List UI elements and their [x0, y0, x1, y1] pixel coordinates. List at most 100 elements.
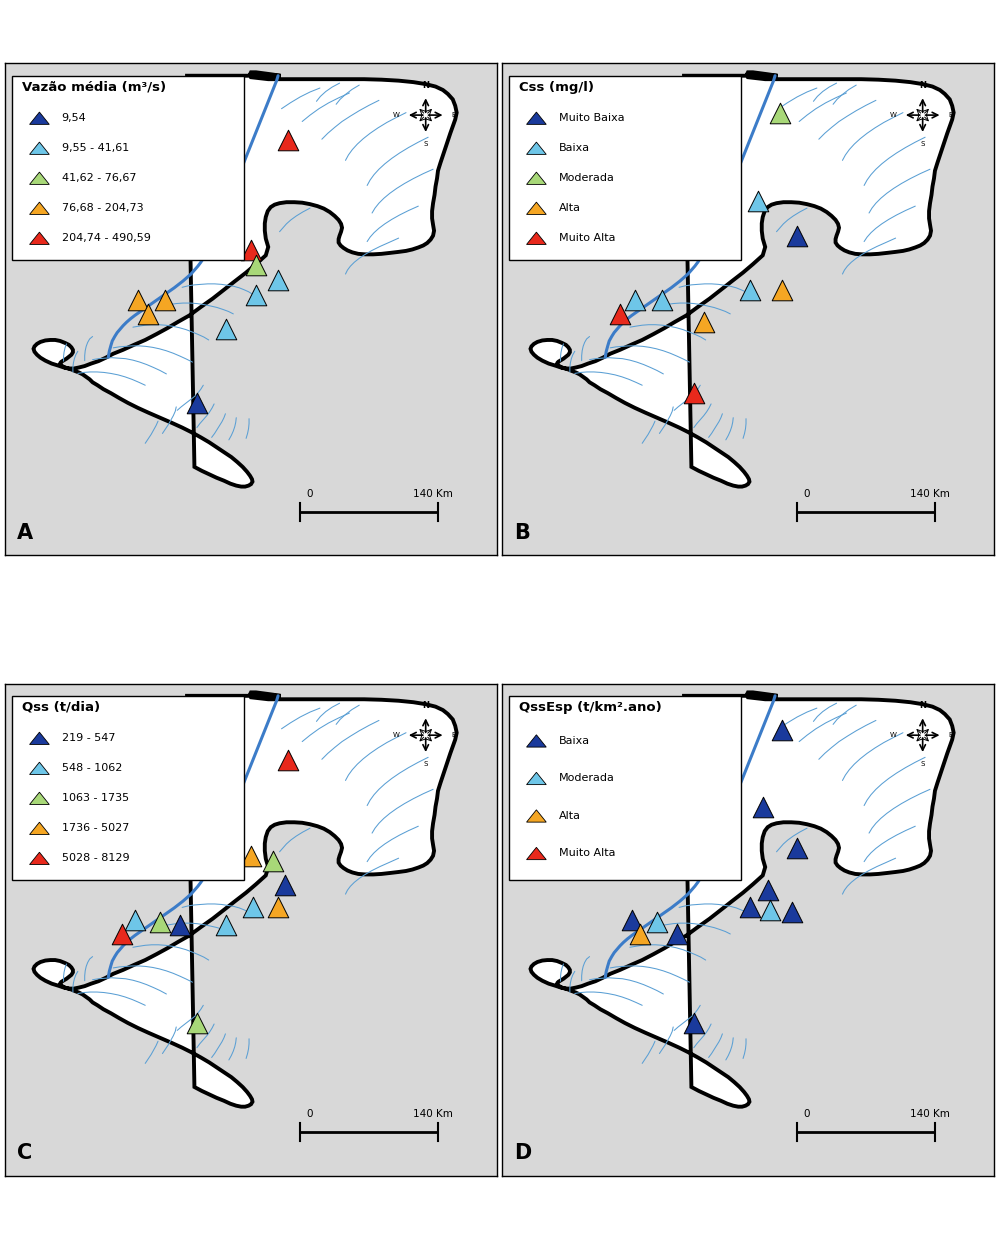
- Text: S: S: [424, 141, 428, 146]
- Polygon shape: [30, 762, 49, 774]
- Text: 9,55 - 41,61: 9,55 - 41,61: [62, 144, 129, 154]
- Point: [172, 914, 188, 934]
- Text: A: A: [17, 523, 33, 543]
- Point: [130, 290, 146, 310]
- Polygon shape: [30, 823, 49, 835]
- Point: [624, 909, 640, 929]
- Point: [626, 290, 642, 310]
- Text: W: W: [394, 732, 401, 738]
- Polygon shape: [526, 172, 546, 185]
- Point: [774, 280, 790, 300]
- FancyBboxPatch shape: [509, 76, 740, 260]
- Text: 41,62 - 76,67: 41,62 - 76,67: [62, 173, 136, 183]
- Text: N: N: [423, 700, 430, 710]
- Text: S: S: [424, 761, 428, 767]
- Point: [270, 897, 286, 917]
- Text: 1063 - 1735: 1063 - 1735: [62, 793, 129, 803]
- Text: Qss (t/dia): Qss (t/dia): [22, 701, 100, 714]
- Point: [248, 285, 264, 305]
- Text: 140 Km: 140 Km: [910, 1109, 950, 1120]
- Text: 1736 - 5027: 1736 - 5027: [62, 824, 129, 834]
- Point: [784, 902, 800, 922]
- Polygon shape: [30, 172, 49, 185]
- Text: Alta: Alta: [558, 812, 580, 821]
- Point: [270, 270, 286, 290]
- Point: [243, 240, 259, 260]
- Text: 5028 - 8129: 5028 - 8129: [62, 854, 129, 864]
- Polygon shape: [526, 202, 546, 214]
- Text: Baixa: Baixa: [558, 736, 589, 746]
- Point: [668, 924, 684, 944]
- Point: [280, 750, 296, 769]
- Polygon shape: [34, 72, 457, 487]
- Text: E: E: [948, 112, 953, 118]
- Point: [762, 900, 778, 919]
- Text: W: W: [890, 112, 897, 118]
- Text: Muito Alta: Muito Alta: [558, 849, 615, 859]
- Text: Muito Alta: Muito Alta: [558, 233, 615, 243]
- Polygon shape: [30, 732, 49, 745]
- Text: W: W: [394, 112, 401, 118]
- Point: [654, 290, 670, 310]
- Point: [152, 912, 168, 932]
- Text: 0: 0: [307, 1109, 314, 1120]
- Point: [742, 280, 758, 300]
- Point: [248, 255, 264, 275]
- Text: E: E: [452, 112, 456, 118]
- Polygon shape: [30, 792, 49, 804]
- FancyBboxPatch shape: [12, 696, 244, 881]
- Text: S: S: [920, 141, 925, 146]
- Point: [265, 851, 281, 871]
- Point: [649, 912, 665, 932]
- Polygon shape: [34, 693, 457, 1106]
- FancyBboxPatch shape: [12, 76, 244, 260]
- Point: [612, 305, 628, 325]
- Text: 219 - 547: 219 - 547: [62, 733, 115, 743]
- Text: S: S: [920, 761, 925, 767]
- Point: [114, 924, 130, 944]
- Point: [742, 897, 758, 917]
- Text: D: D: [514, 1144, 531, 1163]
- Text: Vazão média (m³/s): Vazão média (m³/s): [22, 81, 167, 94]
- Point: [140, 305, 156, 325]
- Point: [750, 191, 766, 211]
- Point: [280, 130, 296, 150]
- Point: [128, 909, 144, 929]
- Point: [219, 320, 235, 339]
- Polygon shape: [30, 232, 49, 244]
- Text: N: N: [919, 81, 926, 89]
- Point: [759, 880, 775, 900]
- Text: 140 Km: 140 Km: [414, 1109, 453, 1120]
- Point: [243, 846, 259, 866]
- Point: [246, 897, 262, 917]
- Polygon shape: [526, 735, 546, 747]
- Polygon shape: [530, 693, 954, 1106]
- Text: 0: 0: [307, 489, 314, 499]
- Text: 76,68 - 204,73: 76,68 - 204,73: [62, 203, 143, 213]
- Polygon shape: [530, 72, 954, 487]
- Polygon shape: [526, 847, 546, 860]
- Point: [631, 924, 647, 944]
- Point: [189, 1014, 205, 1033]
- Polygon shape: [30, 142, 49, 155]
- Text: Moderada: Moderada: [558, 773, 614, 783]
- Text: E: E: [948, 732, 953, 738]
- Text: QssEsp (t/km².ano): QssEsp (t/km².ano): [519, 701, 662, 714]
- Text: Muito Baixa: Muito Baixa: [558, 113, 624, 123]
- Text: Alta: Alta: [558, 203, 580, 213]
- Text: B: B: [514, 523, 530, 543]
- Polygon shape: [30, 852, 49, 865]
- Text: 140 Km: 140 Km: [910, 489, 950, 499]
- Text: C: C: [17, 1144, 33, 1163]
- Text: 0: 0: [804, 489, 810, 499]
- Text: 0: 0: [804, 1109, 810, 1120]
- Text: Moderada: Moderada: [558, 173, 614, 183]
- Point: [695, 312, 711, 332]
- Point: [789, 839, 805, 859]
- Point: [789, 225, 805, 245]
- Text: W: W: [890, 732, 897, 738]
- Text: Baixa: Baixa: [558, 144, 589, 154]
- Point: [755, 797, 771, 817]
- Text: Css (mg/l): Css (mg/l): [519, 81, 594, 94]
- Text: N: N: [919, 700, 926, 710]
